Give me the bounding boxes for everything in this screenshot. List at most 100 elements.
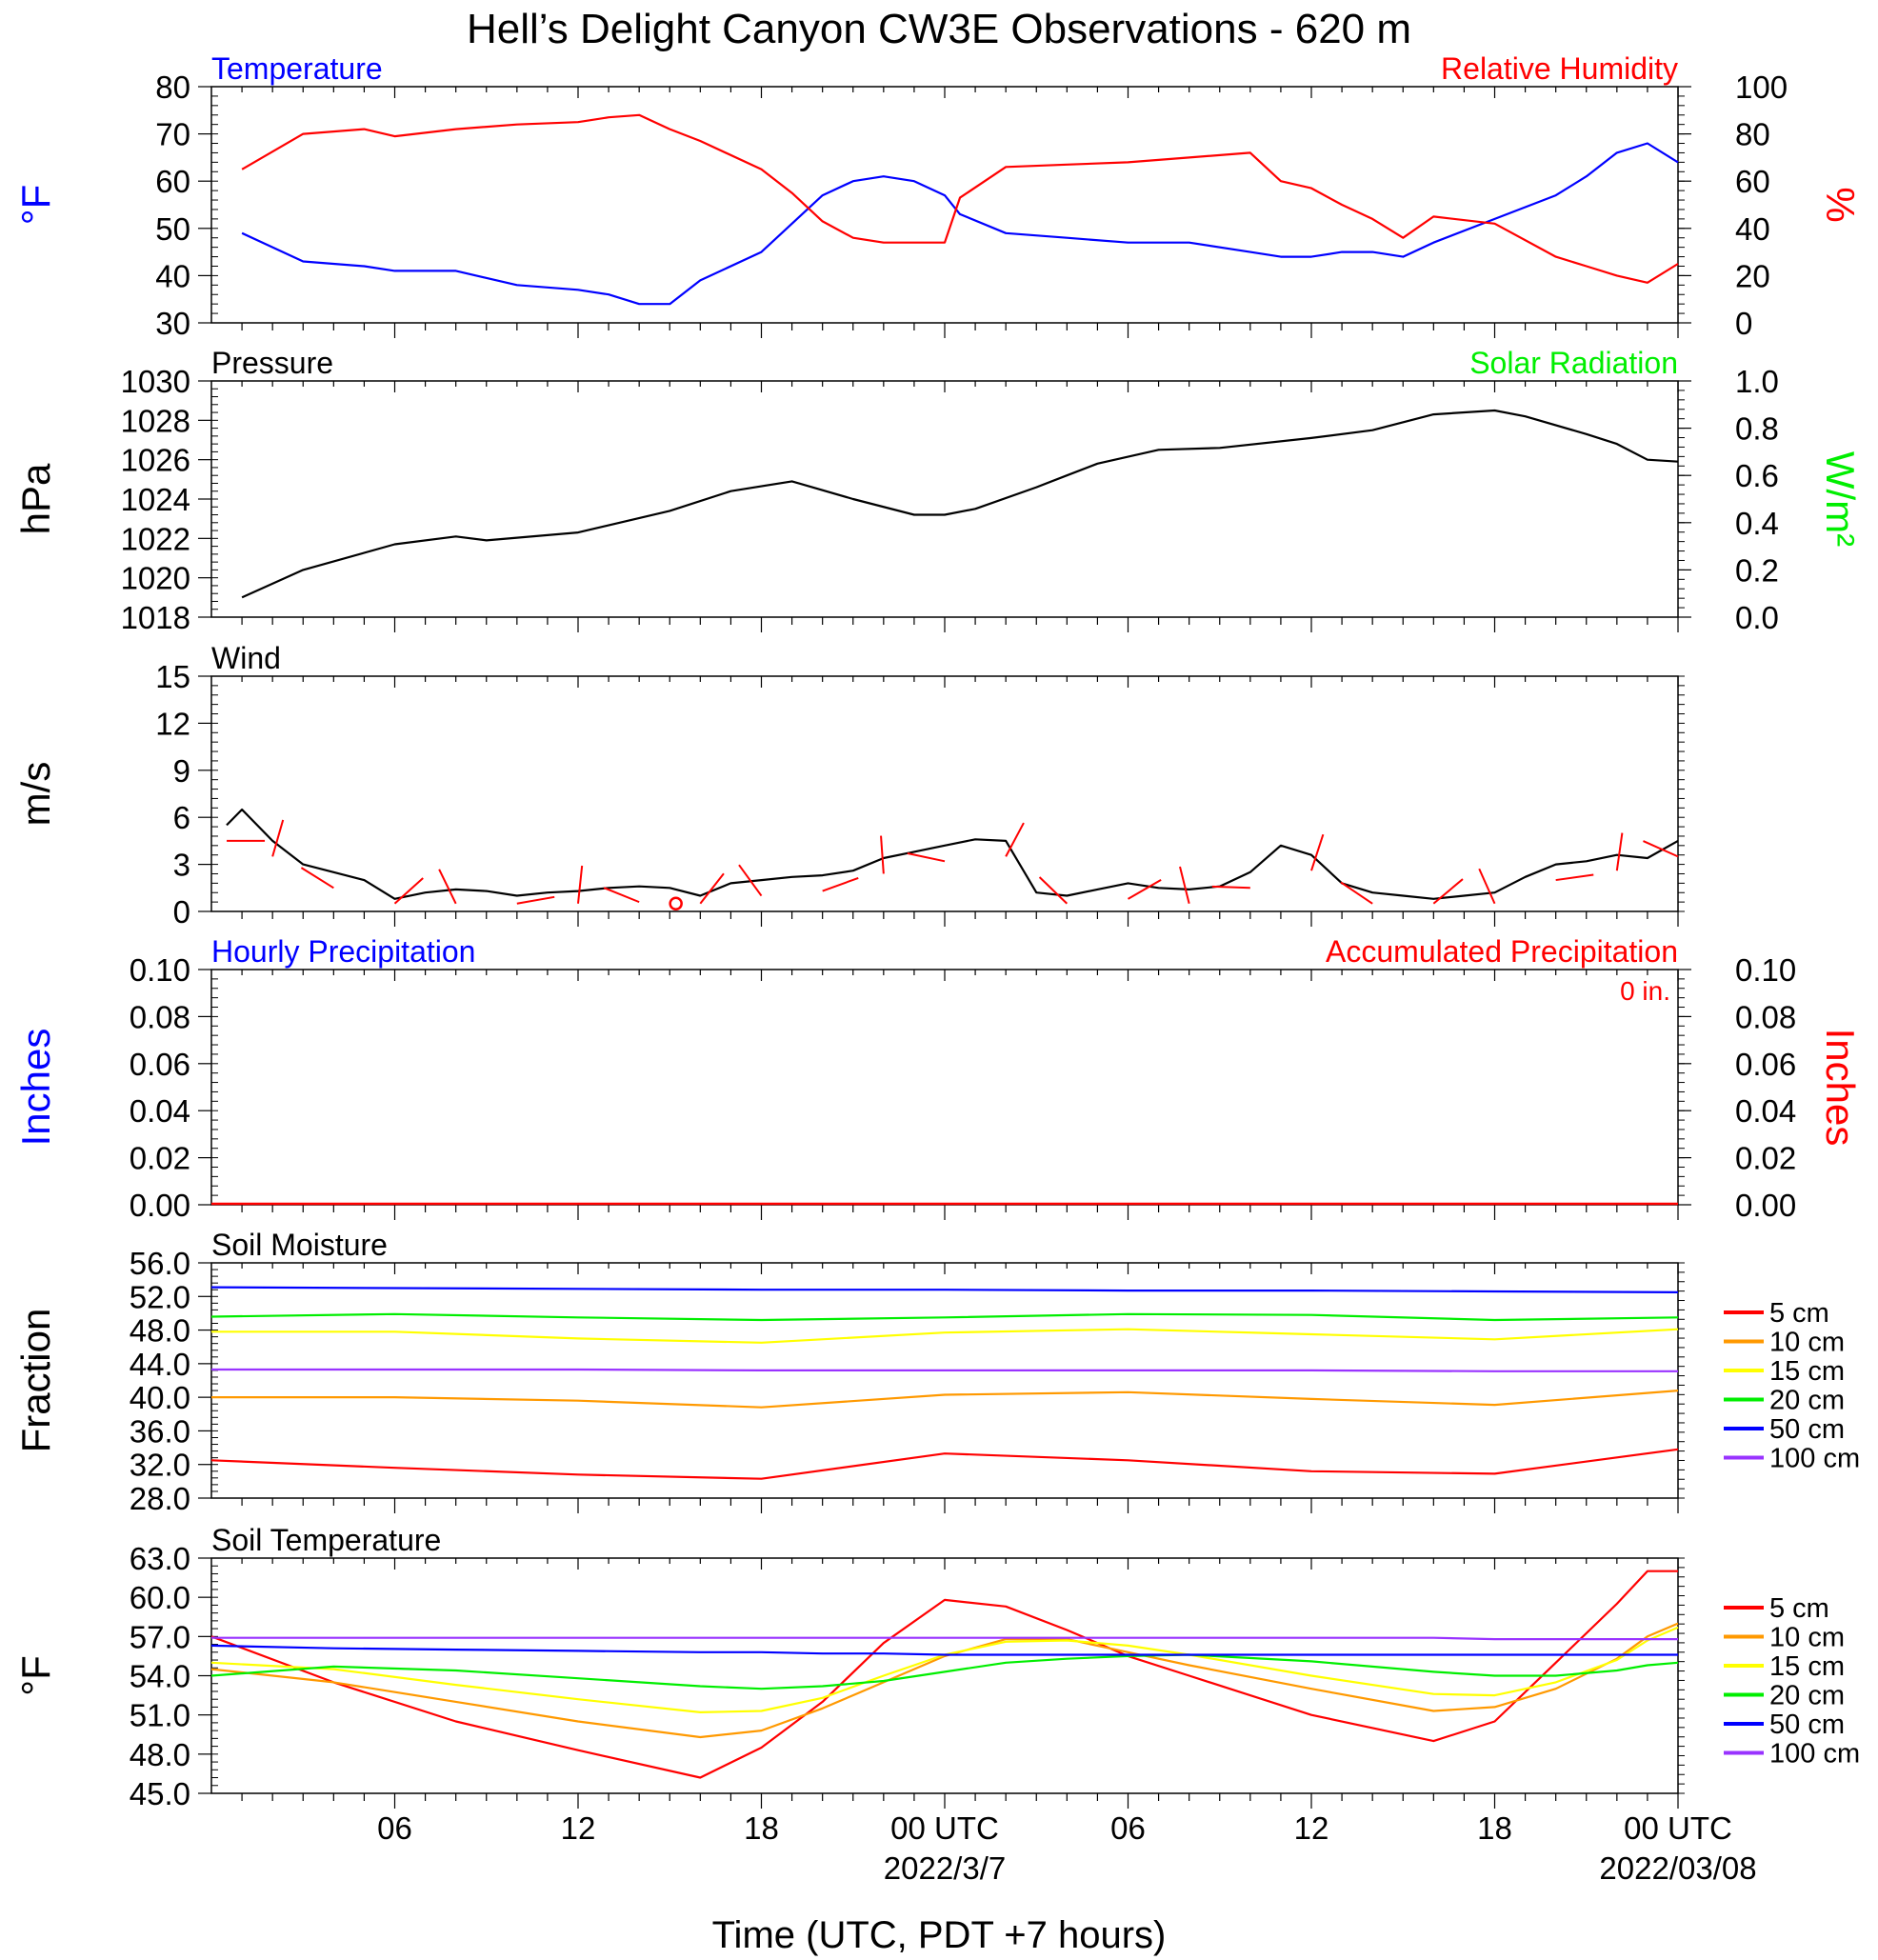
y-tick-label: 52.0 — [130, 1279, 190, 1314]
soil-moisture-50cm — [210, 1286, 1679, 1293]
wind-barb — [1005, 822, 1025, 857]
y-right-tick-label: 0.4 — [1735, 506, 1779, 541]
wind-barb — [1127, 878, 1162, 900]
panel-title-left: Hourly Precipitation — [211, 934, 475, 969]
soil-temp-50cm — [210, 1644, 1678, 1656]
panel-precip: 0.10 0.08 0.06 0.04 0.02 0.00 0.10 0.08 0.06 0.04… — [13, 934, 1863, 1223]
soil-temp-20cm — [210, 1653, 1679, 1690]
x-tick-label: 06 — [1110, 1810, 1146, 1846]
accumulated-precip-total: 0 in. — [1620, 976, 1670, 1006]
x-tick-label: 12 — [561, 1810, 596, 1846]
wind-barb — [1179, 866, 1190, 905]
y-tick-label: 1018 — [121, 600, 190, 635]
soil-temp-5cm — [210, 1570, 1678, 1779]
y-tick-label: 0.06 — [130, 1047, 190, 1082]
y-axis-label-left: hPa — [13, 463, 58, 534]
x-axis-label: Time (UTC, PDT +7 hours) — [712, 1914, 1167, 1956]
soil-moisture-15cm — [211, 1328, 1679, 1344]
date-label: 2022/3/7 — [884, 1850, 1006, 1886]
pressure-line — [241, 409, 1679, 599]
wind-barb — [1310, 833, 1325, 871]
y-right-tick-label: 80 — [1735, 117, 1770, 152]
y-tick-label: 48.0 — [130, 1737, 190, 1772]
legend-label: 10 cm — [1769, 1623, 1845, 1653]
legend-label: 15 cm — [1769, 1651, 1845, 1682]
y-tick-label: 1030 — [121, 364, 190, 399]
y-tick-label: 48.0 — [130, 1313, 190, 1349]
panel-frame — [210, 380, 1679, 618]
wind-barb — [1555, 873, 1594, 882]
y-tick-label: 0.02 — [130, 1141, 190, 1176]
y-tick-label: 57.0 — [130, 1619, 190, 1654]
y-right-tick-label: 0.02 — [1735, 1141, 1796, 1176]
wind-barb — [516, 895, 555, 905]
y-tick-label: 51.0 — [130, 1698, 190, 1733]
figure-title: Hell’s Delight Canyon CW3E Observations … — [467, 6, 1411, 52]
soil-temp-100cm — [211, 1636, 1678, 1641]
wind-barb — [438, 869, 457, 905]
panel-title-right: Solar Radiation — [1469, 346, 1678, 380]
y-tick-label: 60 — [155, 164, 190, 199]
y-right-tick-label: 0.0 — [1735, 600, 1779, 635]
panel-frame — [210, 1262, 1679, 1499]
panel-temp_rh: 80 70 60 50 40 30 100 80 60 40 20 0 Temperature Relat… — [13, 51, 1863, 341]
y-tick-label: 12 — [155, 706, 190, 741]
legend-label: 10 cm — [1769, 1328, 1845, 1358]
legend-label: 5 cm — [1769, 1298, 1829, 1329]
y-tick-label: 70 — [155, 117, 190, 152]
panel-title-left: Wind — [211, 641, 281, 675]
y-tick-label: 0.08 — [130, 999, 190, 1034]
panel-soil_moisture: 56.052.048.044.040.036.032.028.0 Soil Moi… — [13, 1228, 1685, 1516]
y-tick-label: 60.0 — [130, 1580, 190, 1615]
y-axis-label-left: Fraction — [13, 1309, 58, 1453]
wind-barb — [300, 867, 334, 890]
y-right-tick-label: 0.6 — [1735, 458, 1779, 493]
wind-barb — [1643, 840, 1679, 858]
y-tick-label: 40 — [155, 258, 190, 293]
temperature-line — [241, 142, 1679, 306]
wind-barb — [880, 835, 885, 874]
soil-moisture-100cm — [211, 1368, 1678, 1372]
y-tick-label: 0 — [173, 894, 190, 930]
wind-barb — [1340, 881, 1373, 905]
panel-title-right: Relative Humidity — [1441, 51, 1678, 86]
y-right-tick-label: 0.06 — [1735, 1047, 1796, 1082]
wind-barb — [1615, 832, 1624, 871]
y-right-tick-label: 20 — [1735, 258, 1770, 293]
wind-barb — [907, 852, 946, 863]
x-tick-label: 12 — [1294, 1810, 1329, 1846]
legend-label: 20 cm — [1769, 1386, 1845, 1416]
wind-barb — [603, 887, 640, 904]
y-axis-label-left: °F — [13, 1655, 58, 1695]
y-tick-label: 45.0 — [130, 1776, 190, 1811]
wind-barb — [738, 864, 763, 897]
y-axis-label-right: W/m² — [1818, 451, 1863, 547]
y-right-tick-label: 100 — [1735, 70, 1788, 105]
y-tick-label: 0.04 — [130, 1093, 190, 1129]
y-right-tick-label: 0.8 — [1735, 411, 1779, 447]
y-axis-label-right: % — [1818, 187, 1863, 222]
x-tick-label: 00 UTC — [1624, 1810, 1732, 1846]
wind-barb — [1478, 868, 1496, 905]
y-tick-label: 0.00 — [130, 1188, 190, 1223]
panel-title-left: Temperature — [211, 51, 383, 86]
y-tick-label: 6 — [173, 800, 190, 835]
y-right-tick-label: 40 — [1735, 211, 1770, 247]
y-tick-label: 15 — [155, 659, 190, 694]
y-tick-label: 1022 — [121, 521, 190, 556]
y-tick-label: 50 — [155, 211, 190, 247]
y-tick-label: 80 — [155, 70, 190, 105]
legend-label: 50 cm — [1769, 1414, 1845, 1445]
x-tick-label: 00 UTC — [890, 1810, 999, 1846]
y-right-tick-label: 60 — [1735, 164, 1770, 199]
y-tick-label: 1028 — [121, 403, 190, 438]
y-tick-label: 36.0 — [130, 1413, 190, 1449]
panel-title-left: Pressure — [211, 346, 333, 380]
wind-barb — [822, 876, 859, 892]
y-right-tick-label: 1.0 — [1735, 364, 1779, 399]
calm-wind-marker — [669, 896, 683, 911]
wind-barb — [271, 819, 285, 857]
humidity-line — [241, 113, 1679, 284]
panel-frame — [210, 1557, 1679, 1794]
